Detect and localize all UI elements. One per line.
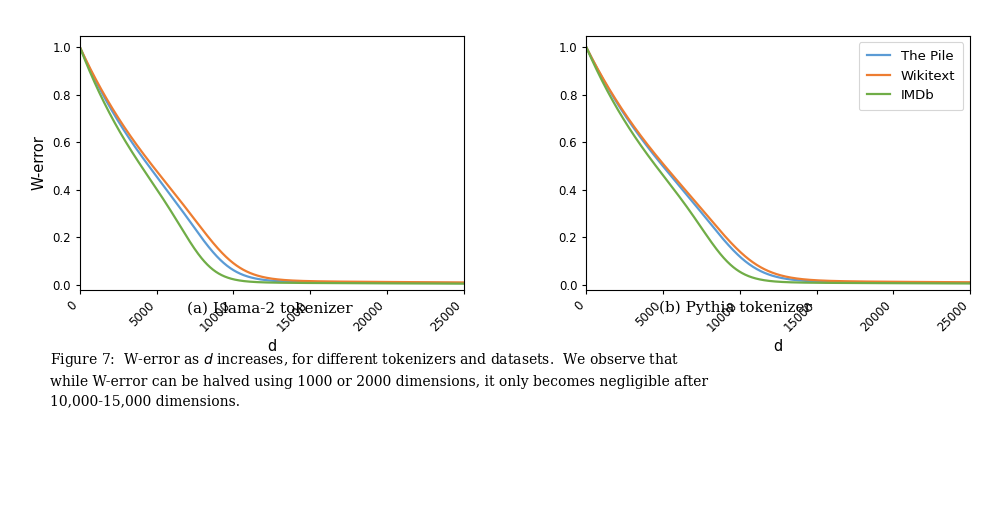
Legend: The Pile, Wikitext, IMDb: The Pile, Wikitext, IMDb: [859, 42, 963, 110]
Wikitext: [825, 278, 837, 284]
IMDb: [803, 279, 815, 285]
The Pile: [871, 279, 883, 285]
The Pile: [964, 280, 976, 286]
IMDb: [813, 280, 825, 286]
Text: (b) Pythia tokenizer: (b) Pythia tokenizer: [659, 301, 811, 315]
Text: Figure 7:  W-error as $d$ increases, for different tokenizers and datasets.  We : Figure 7: W-error as $d$ increases, for …: [50, 351, 708, 408]
The Pile: [911, 279, 923, 285]
Wikitext: [813, 277, 825, 283]
Wikitext: [580, 44, 592, 50]
The Pile: [803, 278, 815, 284]
IMDb: [911, 280, 923, 287]
X-axis label: d: d: [267, 339, 276, 355]
Text: (a) Llama-2 tokenizer: (a) Llama-2 tokenizer: [187, 301, 353, 315]
IMDb: [604, 92, 616, 99]
The Pile: [604, 88, 616, 94]
Wikitext: [803, 277, 815, 283]
X-axis label: d: d: [774, 339, 783, 355]
IMDb: [825, 280, 837, 286]
IMDb: [964, 280, 976, 287]
Wikitext: [871, 278, 883, 284]
The Pile: [813, 278, 825, 284]
Line: The Pile: The Pile: [586, 47, 970, 283]
The Pile: [825, 279, 837, 285]
Line: Wikitext: Wikitext: [586, 47, 970, 282]
Wikitext: [911, 279, 923, 285]
IMDb: [871, 280, 883, 286]
The Pile: [580, 44, 592, 50]
Wikitext: [604, 87, 616, 93]
IMDb: [580, 44, 592, 50]
Line: IMDb: IMDb: [586, 47, 970, 283]
Y-axis label: W-error: W-error: [32, 135, 47, 190]
Wikitext: [964, 279, 976, 285]
